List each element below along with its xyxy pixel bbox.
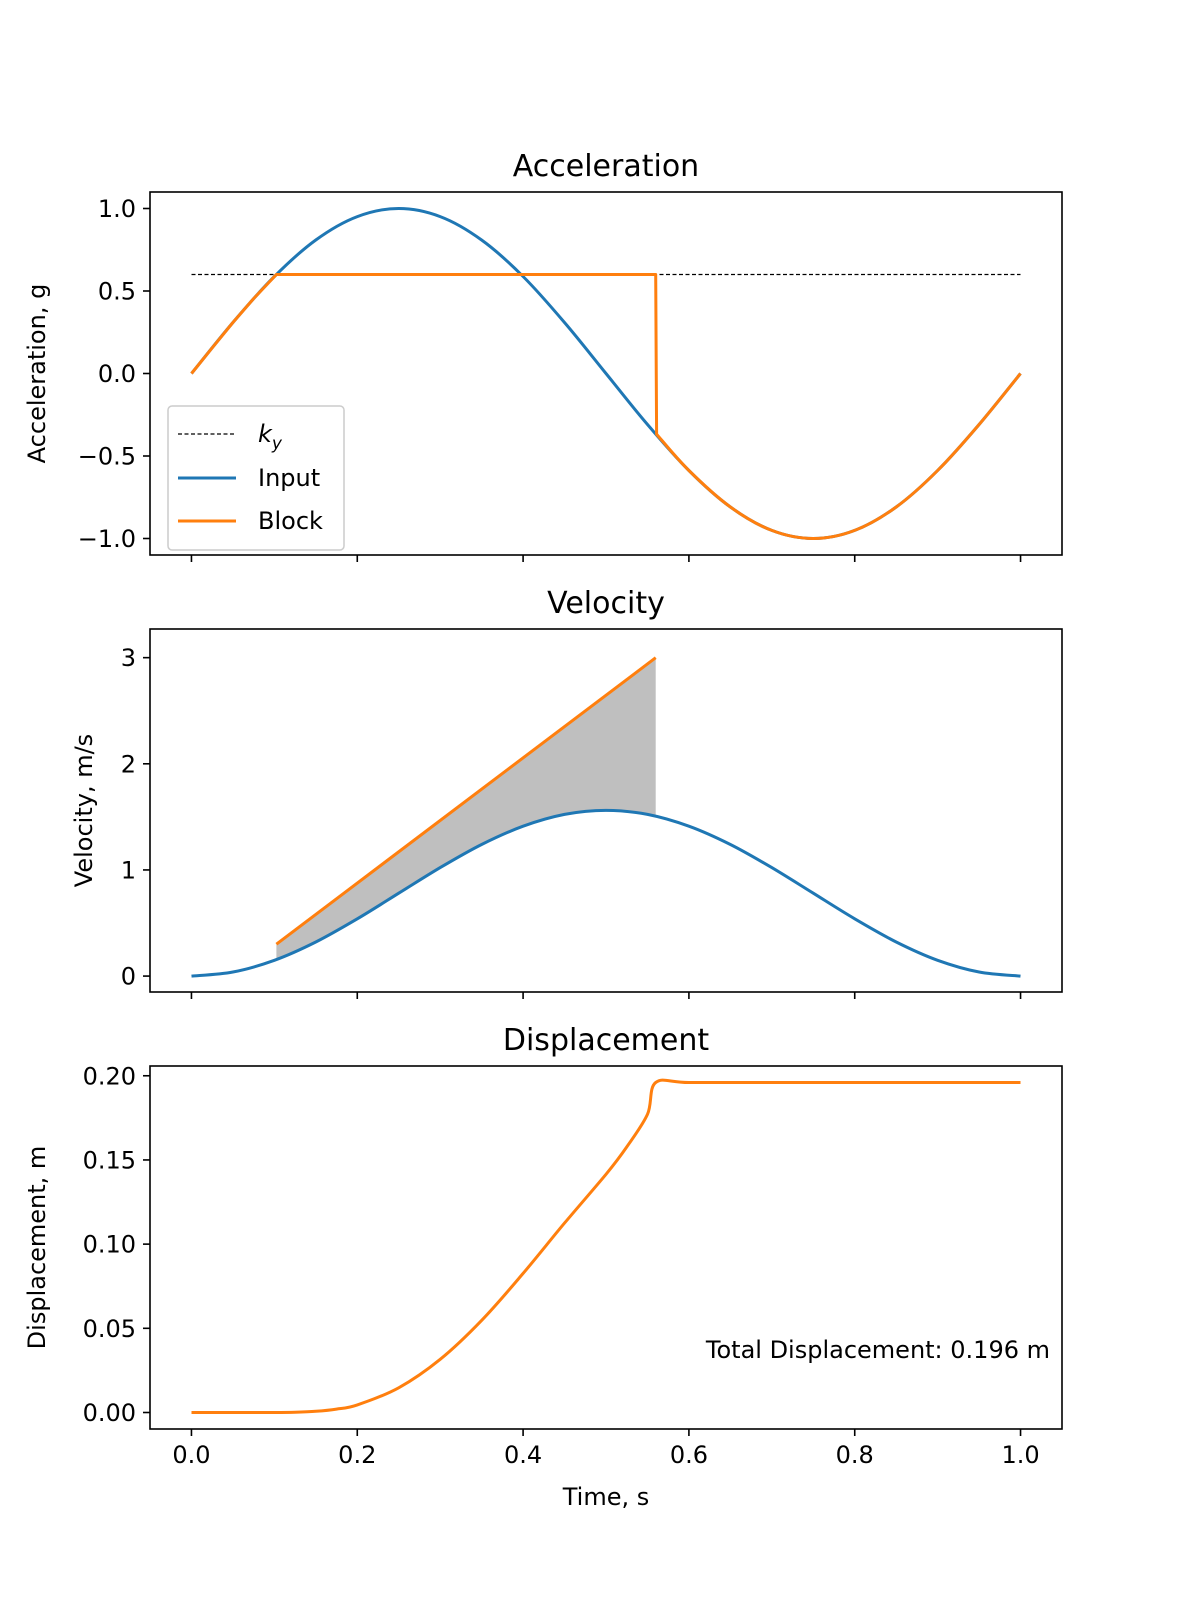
x-tick-label: 0.8 (836, 1441, 874, 1469)
y-tick-label: 0.05 (83, 1315, 136, 1343)
y-axis-label: Displacement, m (23, 1146, 51, 1350)
panel-acceleration: 1.0 0.5 0.0 −0.5 −1.0 Acceleration Acceleratio… (23, 149, 1063, 562)
panel-displacement: 0.0 0.2 0.4 0.6 0.8 1.0 0.20 0.15 0.10 0.05 0.00 Di… (23, 1023, 1063, 1511)
series-input-line (191, 808, 1021, 978)
y-axis-label: Velocity, m/s (70, 734, 98, 887)
panel-title: Velocity (547, 586, 665, 621)
panel-title: Acceleration (513, 149, 699, 184)
y-tick-label: −1.0 (78, 525, 136, 553)
panel-title: Displacement (503, 1023, 709, 1058)
y-tick-label: 0.20 (83, 1062, 136, 1090)
y-tick-label: 3 (121, 644, 136, 672)
x-tick-label: 0.0 (172, 1441, 210, 1469)
y-tick-label: 2 (121, 750, 136, 778)
y-tick-label: 0.15 (83, 1146, 136, 1174)
series-block-line (190, 273, 1022, 540)
y-axis-label: Acceleration, g (23, 284, 51, 464)
series-block-line (191, 1078, 1021, 1415)
total-displacement-annotation: Total Displacement: 0.196 m (705, 1336, 1050, 1364)
x-tick-label: 0.4 (504, 1441, 542, 1469)
x-tick-label: 1.0 (1001, 1441, 1039, 1469)
shaded-area (276, 657, 656, 960)
series-block-line (275, 656, 657, 946)
legend-label-block: Block (258, 507, 323, 535)
axes-frame (149, 1065, 1063, 1430)
y-tick-label: 0.5 (98, 278, 136, 306)
legend-box (167, 405, 345, 551)
y-tick-label: 0.10 (83, 1231, 136, 1259)
legend-label-ky: ky (258, 420, 283, 454)
y-tick-label: 0 (121, 963, 136, 991)
y-tick-label: 0.00 (83, 1399, 136, 1427)
y-tick-label: 1 (121, 856, 136, 884)
axes-frame (149, 628, 1063, 993)
y-tick-label: 0.0 (98, 360, 136, 388)
x-axis-label: Time, s (562, 1483, 650, 1511)
x-tick-label: 0.6 (670, 1441, 708, 1469)
legend-label-input: Input (258, 464, 320, 492)
y-tick-label: 1.0 (98, 195, 136, 223)
legend: ky Input Block (167, 405, 345, 551)
y-tick-label: −0.5 (78, 443, 136, 471)
panel-velocity: 3 2 1 0 Velocity Velocity, m/s (70, 586, 1063, 999)
x-tick-label: 0.2 (338, 1441, 376, 1469)
